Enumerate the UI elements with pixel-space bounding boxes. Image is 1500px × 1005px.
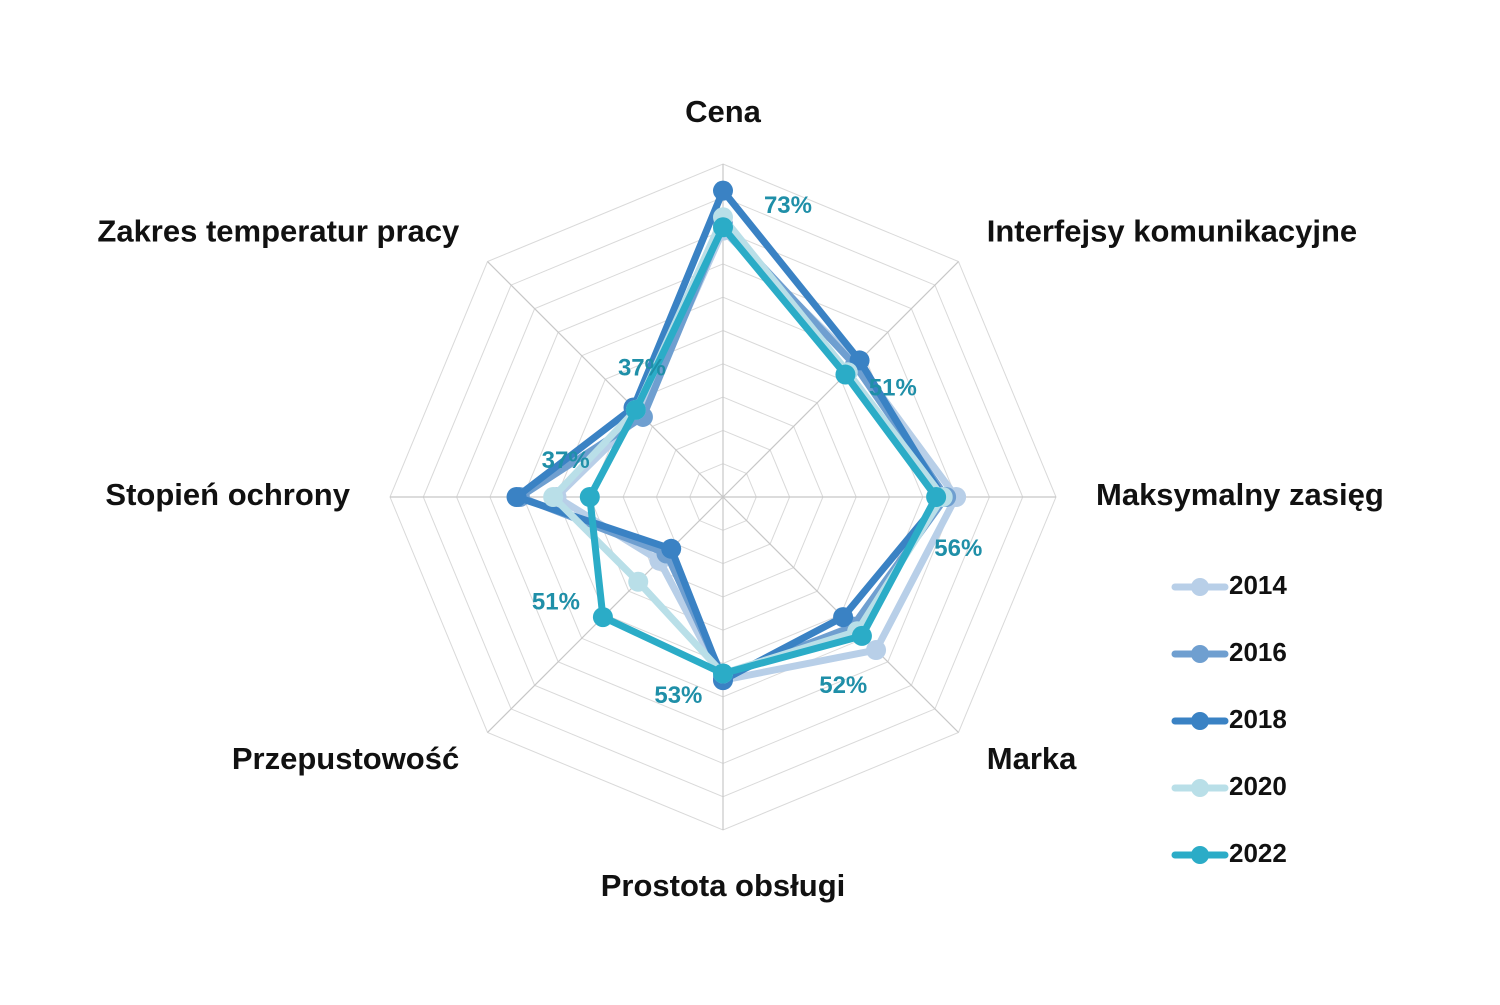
data-point [713, 180, 733, 201]
legend: 2014 2016 2018 2020 2022 [1171, 570, 1287, 868]
data-point [592, 607, 613, 628]
legend-label: 2014 [1229, 570, 1287, 600]
data-point [835, 364, 856, 385]
data-point [628, 571, 649, 592]
series-line [586, 223, 940, 677]
data-label: 56% [934, 535, 982, 562]
data-point [866, 640, 887, 661]
series-layer [506, 180, 967, 691]
legend-swatch-marker [1191, 712, 1209, 730]
data-label: 51% [532, 588, 580, 615]
data-label: 37% [542, 447, 590, 474]
legend-item-2020: 2020 [1171, 771, 1287, 801]
data-point [851, 625, 872, 646]
data-label: 53% [654, 682, 702, 709]
legend-item-2014: 2014 [1171, 570, 1287, 600]
axis-label: Przepustowość [232, 741, 459, 776]
axis-label: Stopień ochrony [105, 477, 350, 512]
axis-label: Maksymalny zasięg [1096, 477, 1384, 512]
axis-label: Cena [685, 94, 762, 129]
data-point [579, 487, 600, 507]
data-label: 73% [764, 192, 812, 219]
axis-label: Marka [987, 741, 1077, 776]
axis-label: Interfejsy komunikacyjne [987, 213, 1357, 248]
legend-swatch-marker [1191, 578, 1209, 596]
data-point [543, 487, 564, 507]
legend-label: 2020 [1229, 771, 1287, 801]
data-point [506, 487, 527, 507]
legend-swatch-marker [1191, 846, 1209, 864]
data-point [833, 607, 854, 628]
axis-spoke [487, 261, 724, 498]
data-label: 51% [869, 375, 917, 402]
data-point [926, 487, 947, 507]
data-point [661, 538, 682, 559]
data-point [625, 399, 646, 420]
legend-item-2022: 2022 [1171, 838, 1287, 868]
data-label: 52% [819, 672, 867, 699]
legend-item-2018: 2018 [1171, 704, 1287, 734]
axis-label: Prostota obsługi [601, 868, 846, 903]
data-labels: 73% 51% 56% 52% 53% 51% 37% 37% [532, 192, 982, 709]
legend-label: 2022 [1229, 838, 1287, 868]
axis-labels: Cena Interfejsy komunikacyjne Maksymalny z… [97, 94, 1383, 903]
series-line [553, 227, 960, 684]
legend-label: 2016 [1229, 637, 1287, 667]
data-point [713, 217, 733, 238]
legend-label: 2018 [1229, 704, 1287, 734]
axis-label: Zakres temperatur pracy [97, 213, 460, 248]
data-label: 37% [618, 355, 666, 382]
data-point [713, 663, 733, 684]
series-2022 [579, 217, 947, 684]
legend-swatch-marker [1191, 645, 1209, 663]
legend-swatch-marker [1191, 779, 1209, 797]
legend-item-2016: 2016 [1171, 637, 1287, 667]
